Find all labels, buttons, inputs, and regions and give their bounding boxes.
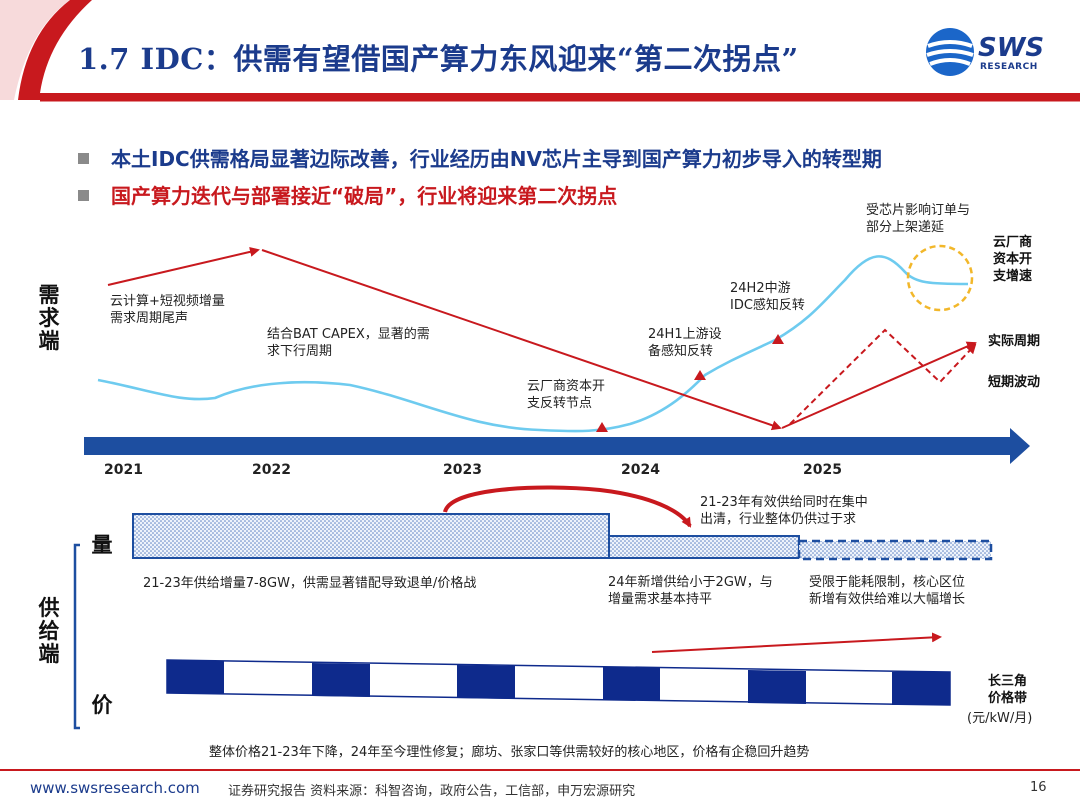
price-blocks (167, 660, 950, 705)
page-number: 16 (1030, 780, 1047, 795)
demand-curve (97, 255, 969, 433)
timeline-arrow (84, 428, 1030, 464)
sws-globe-icon (926, 28, 974, 76)
note-supply-clearing: 21-23年有效供给同时在集中 出清，行业整体仍供过于求 (700, 495, 868, 527)
note-chip-delay: 受芯片影响订单与 部分上架递延 (866, 203, 971, 235)
year-label: 2022 (252, 462, 291, 478)
year-label: 2024 (621, 462, 660, 478)
price-up-arrow (651, 632, 942, 653)
supply-bar-2025 (797, 539, 993, 561)
year-label: 2023 (443, 462, 482, 478)
marker-triangle-1 (596, 422, 608, 432)
page-title: 1.7 IDC：供需有望借国产算力东风迎来“第二次拐点” (78, 42, 799, 76)
bullet-2: 国产算力迭代与部署接近“破局”，行业将迎来第二次拐点 (78, 180, 617, 209)
note-bat-capex: 结合BAT CAPEX，显著的需 求下行周期 (267, 327, 430, 359)
supply-bar-2021-2023 (132, 513, 610, 559)
logo-subtext: RESEARCH (980, 62, 1038, 72)
note-price-summary: 整体价格21-23年下降，24年至今理性修复；廊坊、张家口等供需较好的核心地区，… (209, 745, 810, 760)
supply-bracket (73, 543, 80, 730)
supply-bar-2024 (608, 535, 800, 559)
footer-url-link[interactable]: www.swsresearch.com (30, 779, 200, 797)
bullet-square-icon (78, 190, 89, 201)
volume-label: 量 (91, 533, 113, 557)
year-label: 2025 (803, 462, 842, 478)
marker-triangle-2 (694, 370, 706, 380)
trend-short-fluct (789, 328, 977, 425)
price-label: 价 (91, 693, 113, 717)
note-24h1: 24H1上游设 备感知反转 (648, 327, 722, 359)
supply-side-label: 供给端 (38, 596, 60, 666)
note-24h2: 24H2中游 IDC感知反转 (730, 281, 805, 313)
note-supply-2025: 受限于能耗限制，核心区位 新增有效供给难以大幅增长 (809, 575, 966, 607)
bullet-1: 本土IDC供需格局显著边际改善，行业经历由NV芯片主导到国产算力初步导入的转型期 (78, 143, 882, 172)
note-cloud-capex-reversal: 云厂商资本开 支反转节点 (527, 379, 606, 411)
trend-down-cycle (261, 249, 782, 431)
note-supply-2021-2023: 21-23年供给增量7-8GW，供需显著错配导致退单/价格战 (143, 576, 477, 591)
label-price-band: 长三角 价格带 (988, 674, 1028, 706)
trend-up-2021 (107, 246, 260, 286)
year-label: 2021 (104, 462, 143, 478)
label-actual-cycle: 实际周期 (988, 334, 1041, 349)
label-short-fluctuation: 短期波动 (988, 375, 1041, 390)
logo-text: SWS (978, 33, 1045, 63)
footer-source-text: 证券研究报告 资料来源：科智咨询，政府公告，工信部，申万宏源研究 (228, 784, 636, 799)
delay-circle (906, 244, 974, 312)
marker-triangle-3 (772, 334, 784, 344)
supply-exit-arrow (443, 485, 692, 528)
note-cloud-video: 云计算+短视频增量 需求周期尾声 (110, 294, 225, 326)
trend-up-actual (781, 341, 977, 429)
demand-side-label: 需求端 (38, 283, 60, 353)
note-supply-2024: 24年新增供给小于2GW，与 增量需求基本持平 (608, 575, 773, 607)
price-band-outline (166, 659, 951, 706)
label-cloud-capex-growth: 云厂商 资本开 支增速 (993, 235, 1033, 284)
label-price-unit: (元/kW/月) (967, 711, 1033, 726)
bullet-square-icon (78, 153, 89, 164)
